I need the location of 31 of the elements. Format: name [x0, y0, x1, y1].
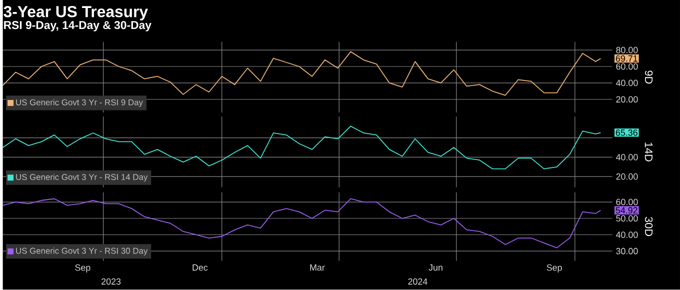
line-series: [2, 198, 602, 248]
line-series: [2, 51, 602, 96]
y-axis-title: 14D: [644, 142, 652, 162]
x-tick-label: Sep: [75, 264, 90, 273]
y-axis-title: 30D: [644, 217, 653, 236]
x2-tick-label: 2023: [102, 278, 121, 285]
chart-title: 3-Year US Treasury: [4, 6, 148, 20]
chart-subtitle: RSI 9-Day, 14-Day & 30-Day: [4, 21, 152, 32]
y-tick-label: 60.00: [616, 63, 638, 70]
y-tick-label: 40.00: [616, 154, 638, 160]
y-axis-title: 9D: [644, 70, 653, 84]
y-tick-label: 40.00: [616, 232, 638, 238]
y-tick-label: 40.00: [616, 80, 638, 86]
y-tick-label: 60.00: [616, 198, 638, 206]
y-tick-label: 30.00: [616, 248, 638, 254]
x-tick-label: Jun: [428, 264, 442, 271]
y-tick-label: 80.00: [616, 46, 638, 54]
x-tick-label: Sep: [546, 264, 562, 273]
legend-label: US Generic Govt 3 Yr - RSI 30 Day: [16, 248, 148, 256]
x-tick-label: Dec: [192, 264, 208, 271]
data-label: 69.71: [616, 55, 638, 62]
legend-label: US Generic Govt 3 Yr - RSI 14 Day: [16, 174, 148, 182]
x2-tick-label: 2024: [408, 278, 428, 285]
y-tick-label: 50.00: [616, 215, 638, 222]
x-tick-label: Mar: [310, 264, 325, 271]
y-tick-label: 20.00: [616, 96, 638, 103]
data-label: 54.92: [616, 207, 638, 214]
y-tick-label: 20.00: [616, 173, 638, 180]
line-series: [2, 126, 602, 170]
data-label: 65.36: [616, 130, 638, 136]
legend-label: US Generic Govt 3 Yr - RSI 9 Day: [16, 99, 143, 108]
